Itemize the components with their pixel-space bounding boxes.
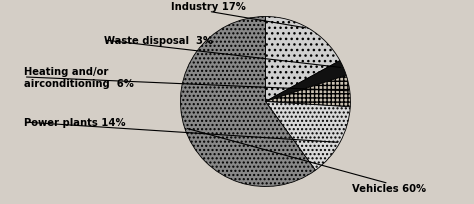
Wedge shape — [265, 76, 350, 107]
Text: Industry 17%: Industry 17% — [171, 2, 246, 12]
Wedge shape — [265, 17, 340, 102]
Text: Heating and/or
airconditioning  6%: Heating and/or airconditioning 6% — [24, 67, 134, 88]
Wedge shape — [265, 102, 350, 170]
Text: Vehicles 60%: Vehicles 60% — [352, 184, 426, 194]
Text: Power plants 14%: Power plants 14% — [24, 118, 125, 127]
Wedge shape — [181, 17, 315, 187]
Text: Waste disposal  3%: Waste disposal 3% — [104, 36, 213, 46]
Wedge shape — [265, 61, 346, 102]
